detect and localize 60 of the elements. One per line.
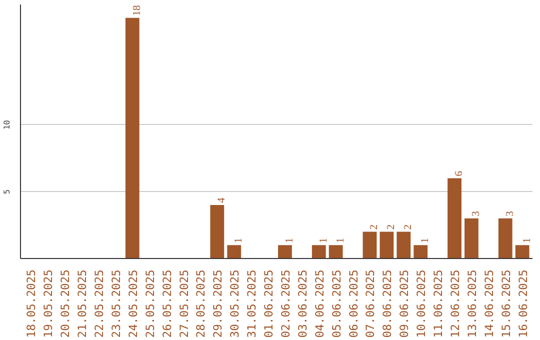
data-label: 2 <box>369 224 380 230</box>
data-label: 2 <box>403 224 414 230</box>
bar <box>328 245 343 258</box>
data-label: 1 <box>234 238 245 244</box>
x-tick-label: 08.06.2025 <box>380 270 394 338</box>
x-tick-label: 16.06.2025 <box>516 270 530 338</box>
bar <box>312 245 326 258</box>
x-tick-label: 29.05.2025 <box>210 270 225 338</box>
x-tick-label: 15.06.2025 <box>498 270 513 338</box>
x-tick-label: 12.06.2025 <box>448 270 462 338</box>
x-tick-label: 10.06.2025 <box>414 270 428 338</box>
x-tick-label: 18.05.2025 <box>24 270 38 338</box>
x-tick-label: 27.05.2025 <box>176 270 191 338</box>
bar <box>380 232 394 258</box>
x-tick-label: 06.06.2025 <box>346 270 360 338</box>
x-tick-label: 26.05.2025 <box>160 270 174 338</box>
bar <box>125 18 140 258</box>
x-tick-label: 04.06.2025 <box>312 270 326 338</box>
bar <box>362 232 377 258</box>
bar <box>464 218 478 258</box>
bar <box>414 245 428 258</box>
bar <box>498 218 512 258</box>
x-tick-label: 11.06.2025 <box>431 270 446 338</box>
data-label: 1 <box>522 238 533 244</box>
x-tick-label: 05.06.2025 <box>329 270 344 338</box>
data-label: 4 <box>216 197 228 204</box>
x-tick-label: 20.05.2025 <box>58 270 72 338</box>
x-tick-label: 13.06.2025 <box>464 270 479 338</box>
bar <box>448 178 462 258</box>
x-tick-label: 23.05.2025 <box>108 270 123 338</box>
y-tick-label: 5 <box>2 189 12 194</box>
x-tick-label: 28.05.2025 <box>194 270 208 338</box>
y-tick-label: 10 <box>2 120 12 130</box>
data-label: 1 <box>420 238 432 244</box>
x-tick-label: 01.06.2025 <box>262 270 276 338</box>
bar <box>515 245 530 258</box>
data-label: 18 <box>132 5 143 16</box>
x-tick-label: 22.05.2025 <box>92 270 106 338</box>
bar <box>278 245 292 258</box>
x-tick-label: 09.06.2025 <box>397 270 412 338</box>
x-tick-label: 03.06.2025 <box>295 270 310 338</box>
data-label: 6 <box>454 170 466 176</box>
data-label: 1 <box>284 238 296 244</box>
x-tick-label: 25.05.2025 <box>142 270 157 338</box>
x-tick-label: 14.06.2025 <box>482 270 496 338</box>
data-label: 1 <box>335 238 346 244</box>
x-tick-label: 24.05.2025 <box>126 270 140 338</box>
x-tick-label: 07.06.2025 <box>363 270 378 338</box>
x-tick-label: 30.05.2025 <box>228 270 242 338</box>
data-label: 1 <box>318 238 330 244</box>
data-label: 2 <box>386 224 398 230</box>
x-tick-label: 02.06.2025 <box>278 270 292 338</box>
x-tick-label: 19.05.2025 <box>41 270 56 338</box>
x-tick-label: 21.05.2025 <box>75 270 90 338</box>
x-tick-label: 31.05.2025 <box>244 270 259 338</box>
data-label: 3 <box>504 211 516 216</box>
bar <box>227 245 242 258</box>
data-label: 3 <box>470 211 482 216</box>
bar <box>210 205 224 258</box>
bar <box>396 232 411 258</box>
